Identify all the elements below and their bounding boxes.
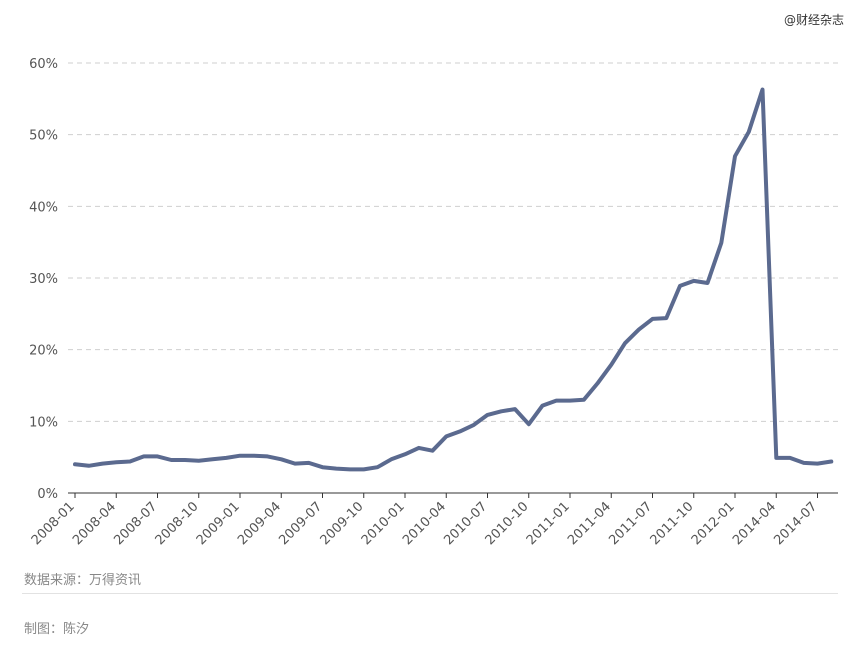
x-tick-label: 2011-01 <box>524 499 573 548</box>
data-point <box>417 446 421 450</box>
data-point <box>293 462 297 466</box>
x-tick-label: 2011-07 <box>606 499 655 548</box>
y-tick-label: 60% <box>29 57 58 72</box>
data-point <box>403 452 407 456</box>
data-point <box>527 422 531 426</box>
x-tick-label: 2009-10 <box>318 499 367 548</box>
data-point <box>554 399 558 403</box>
data-point <box>788 456 792 460</box>
data-point <box>389 457 393 461</box>
x-tick-label: 2010-04 <box>400 499 449 548</box>
data-point <box>596 381 600 385</box>
y-tick-label: 30% <box>29 272 58 287</box>
data-point <box>733 154 737 158</box>
x-tick-label: 2014-07 <box>771 499 820 548</box>
data-point <box>156 454 160 458</box>
data-point <box>73 462 77 466</box>
data-point <box>678 284 682 288</box>
x-tick-label: 2011-04 <box>565 499 614 548</box>
data-point <box>651 317 655 321</box>
line-chart: 0%10%20%30%40%50%60% 2008-012008-042008-… <box>29 57 838 548</box>
series-line <box>73 87 834 472</box>
x-tick-label: 2012-01 <box>689 499 738 548</box>
data-point <box>623 341 627 345</box>
data-point <box>376 465 380 469</box>
data-point <box>444 434 448 438</box>
data-point <box>142 454 146 458</box>
data-point <box>362 467 366 471</box>
source-note: 数据来源：万得资讯 <box>24 573 142 588</box>
data-point <box>513 407 517 411</box>
data-point <box>128 459 132 463</box>
data-point <box>197 459 201 463</box>
data-point <box>747 130 751 134</box>
data-point <box>486 413 490 417</box>
watermark-text: @财经杂志 <box>783 13 844 27</box>
data-point <box>321 465 325 469</box>
data-point <box>211 457 215 461</box>
data-point <box>582 398 586 402</box>
x-tick-label: 2010-01 <box>359 499 408 548</box>
data-point <box>637 328 641 332</box>
data-point <box>761 88 765 92</box>
data-point <box>266 454 270 458</box>
data-point <box>816 462 820 466</box>
data-point <box>279 457 283 461</box>
data-point <box>472 423 476 427</box>
data-point <box>252 454 256 458</box>
x-tick-label: 2008-07 <box>111 499 160 548</box>
data-point <box>719 241 723 245</box>
divider <box>22 593 838 594</box>
data-point <box>169 458 173 462</box>
x-tick-label: 2010-10 <box>483 499 532 548</box>
y-tick-label: 50% <box>29 129 58 144</box>
data-point <box>307 461 311 465</box>
x-tick-label: 2009-07 <box>276 499 325 548</box>
data-point <box>774 456 778 460</box>
data-point <box>224 456 228 460</box>
data-point <box>458 429 462 433</box>
data-point <box>348 467 352 471</box>
data-point <box>238 454 242 458</box>
data-point <box>802 461 806 465</box>
data-point <box>431 449 435 453</box>
x-tick-label: 2014-04 <box>730 499 779 548</box>
x-tick-label: 2009-01 <box>194 499 243 548</box>
x-tick-label: 2008-10 <box>153 499 202 548</box>
data-point <box>101 462 105 466</box>
author-note: 制图：陈汐 <box>24 622 90 637</box>
data-point <box>609 363 613 367</box>
data-point <box>87 464 91 468</box>
data-point <box>829 459 833 463</box>
data-points <box>73 88 833 472</box>
x-tick-label: 2010-07 <box>441 499 490 548</box>
grid-lines <box>68 62 838 422</box>
data-point <box>334 467 338 471</box>
data-point <box>541 404 545 408</box>
data-point <box>664 316 668 320</box>
y-tick-label: 40% <box>29 200 58 215</box>
y-tick-label: 20% <box>29 344 58 359</box>
y-axis-ticks: 0% 10% 20% 30% 40% 50% 60% <box>29 57 58 502</box>
data-point <box>706 281 710 285</box>
x-axis-ticks: 2008-012008-042008-072008-102009-012009-… <box>29 493 820 548</box>
x-tick-label: 2008-04 <box>70 499 119 548</box>
y-tick-label: 10% <box>29 415 58 430</box>
data-point <box>114 460 118 464</box>
data-point <box>499 409 503 413</box>
data-point <box>692 279 696 283</box>
x-tick-label: 2011-10 <box>648 499 697 548</box>
y-tick-label: 0% <box>37 487 58 502</box>
x-tick-label: 2008-01 <box>29 499 78 548</box>
data-point <box>568 399 572 403</box>
data-point <box>183 458 187 462</box>
x-tick-label: 2009-04 <box>235 499 284 548</box>
